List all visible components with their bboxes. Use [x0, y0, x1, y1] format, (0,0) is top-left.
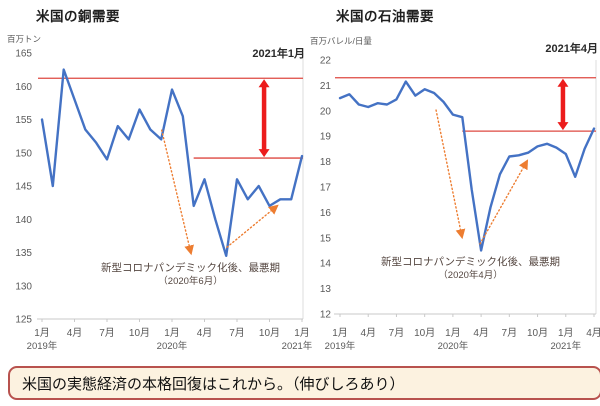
y-tick-label: 135: [15, 248, 32, 259]
x-tick-label: 7月: [229, 327, 245, 339]
y-tick-label: 15: [320, 233, 332, 244]
y-tick-label: 12: [320, 310, 332, 321]
y-tick-label: 19: [320, 132, 332, 143]
gap-arrow-head-up: [258, 79, 270, 88]
y-tick-label: 125: [15, 315, 32, 326]
y-tick-label: 22: [320, 56, 332, 67]
y-tick-label: 160: [15, 82, 32, 93]
y-tick-label: 14: [320, 259, 332, 270]
covid-annotation-oil: 新型コロナパンデミック化後、最悪期 （2020年4月）: [368, 255, 573, 283]
demand-line: [40, 68, 304, 258]
x-tick-label: 7月: [99, 327, 115, 339]
y-tick-label: 21: [320, 81, 332, 92]
recovery-arrow: [479, 159, 529, 245]
year-tick-label: 2021年: [282, 340, 313, 352]
summary-banner: 米国の実態経済の本格回復はこれから。（伸びしろあり）: [8, 366, 600, 400]
recovery-arrow: [226, 204, 279, 248]
x-tick-label: 1月: [34, 327, 50, 339]
x-tick-label: 7月: [389, 327, 405, 339]
latest-date-label-copper: 2021年1月: [252, 48, 305, 60]
y-tick-label: 20: [320, 106, 332, 117]
year-tick-label: 2020年: [438, 340, 469, 352]
x-tick-label: 1月: [445, 327, 461, 339]
y-tick-label: 18: [320, 157, 332, 168]
latest-date-label-oil: 2021年4月: [545, 43, 598, 55]
y-tick-label: 17: [320, 183, 332, 194]
drop-to-trough-arrow: [435, 109, 466, 240]
covid-annotation-text: 新型コロナパンデミック化後、最悪期: [100, 262, 281, 274]
x-tick-label: 1月: [558, 327, 574, 339]
year-tick-label: 2019年: [325, 340, 356, 352]
y-tick-label: 155: [15, 115, 32, 126]
y-tick-label: 140: [15, 215, 32, 226]
x-tick-label: 1月: [294, 327, 310, 339]
y-tick-label: 145: [15, 182, 32, 193]
year-tick-label: 2020年: [157, 340, 188, 352]
x-tick-label: 1月: [332, 327, 348, 339]
gap-arrow-head-down: [557, 122, 569, 131]
summary-banner-text: 米国の実態経済の本格回復はこれから。（伸びしろあり）: [22, 375, 405, 393]
y-tick-label: 165: [15, 49, 32, 60]
year-tick-label: 2019年: [27, 340, 58, 352]
y-tick-label: 150: [15, 148, 32, 159]
y-axis-unit-oil: 百万バレル/日量: [310, 36, 372, 46]
x-tick-label: 1月: [164, 327, 180, 339]
x-tick-label: 10月: [129, 327, 150, 339]
year-tick-label: 2021年: [550, 340, 581, 352]
x-tick-label: 4月: [360, 327, 376, 339]
y-axis-unit-copper: 百万トン: [7, 34, 42, 44]
x-tick-label: 4月: [67, 327, 83, 339]
chart-title-copper: 米国の銅需要: [36, 9, 120, 24]
y-tick-label: 13: [320, 284, 332, 295]
y-tick-label: 130: [15, 281, 32, 292]
x-tick-label: 10月: [259, 327, 280, 339]
covid-annotation-copper: 新型コロナパンデミック化後、最悪期 （2020年6月）: [88, 261, 293, 289]
x-tick-label: 10月: [414, 327, 435, 339]
x-tick-label: 7月: [502, 327, 518, 339]
chart-title-oil: 米国の石油需要: [336, 9, 434, 24]
covid-annotation-text: 新型コロナパンデミック化後、最悪期: [380, 256, 561, 268]
covid-annotation-date: （2020年6月）: [158, 276, 223, 287]
x-tick-label: 4月: [586, 327, 600, 339]
x-tick-label: 10月: [527, 327, 548, 339]
x-tick-label: 4月: [473, 327, 489, 339]
y-tick-label: 16: [320, 208, 332, 219]
demand-line: [338, 80, 596, 252]
gap-arrow-head-up: [557, 78, 569, 87]
gap-arrow-head-down: [258, 149, 270, 158]
covid-annotation-date: （2020年4月）: [438, 270, 503, 281]
x-tick-label: 4月: [197, 327, 213, 339]
